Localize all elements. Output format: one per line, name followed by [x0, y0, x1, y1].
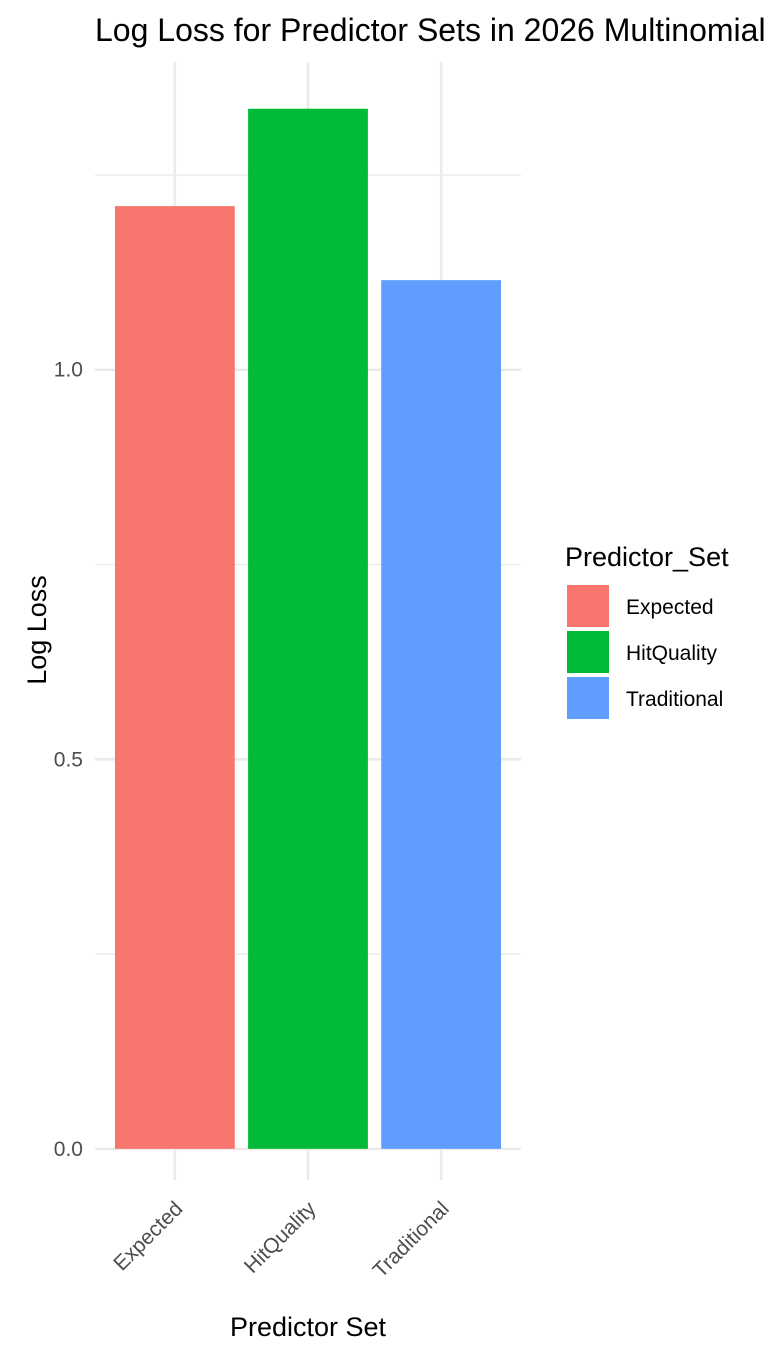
x-tick-label: HitQuality [240, 1197, 321, 1278]
y-tick-label: 1.0 [54, 359, 83, 382]
x-tick-label: Expected [109, 1197, 187, 1275]
x-tick-label: Traditional [369, 1197, 454, 1282]
legend: Predictor_Set Expected HitQuality Traditio… [565, 542, 729, 719]
y-axis-title: Log Loss [22, 575, 52, 685]
bar-expected [114, 206, 235, 1149]
y-tick-label: 0.5 [54, 748, 83, 771]
legend-label: Expected [626, 596, 714, 619]
legend-key-hitquality [567, 631, 609, 673]
legend-items: Expected HitQuality Traditional [567, 585, 723, 719]
legend-title: Predictor_Set [565, 542, 729, 572]
legend-label: Traditional [626, 688, 723, 711]
legend-key-expected [567, 585, 609, 627]
chart-title: Log Loss for Predictor Sets in 2026 Mult… [95, 12, 772, 48]
x-axis-title: Predictor Set [230, 1312, 387, 1342]
legend-label: HitQuality [626, 642, 718, 665]
bar-traditional [381, 280, 502, 1149]
bars [114, 108, 502, 1149]
y-tick-label: 0.0 [54, 1138, 83, 1161]
bar-hitquality [248, 108, 368, 1149]
legend-key-traditional [567, 677, 609, 719]
y-axis-tick-labels: 0.0 0.5 1.0 [54, 359, 83, 1161]
x-axis-tick-labels: Expected HitQuality Traditional [109, 1197, 453, 1282]
